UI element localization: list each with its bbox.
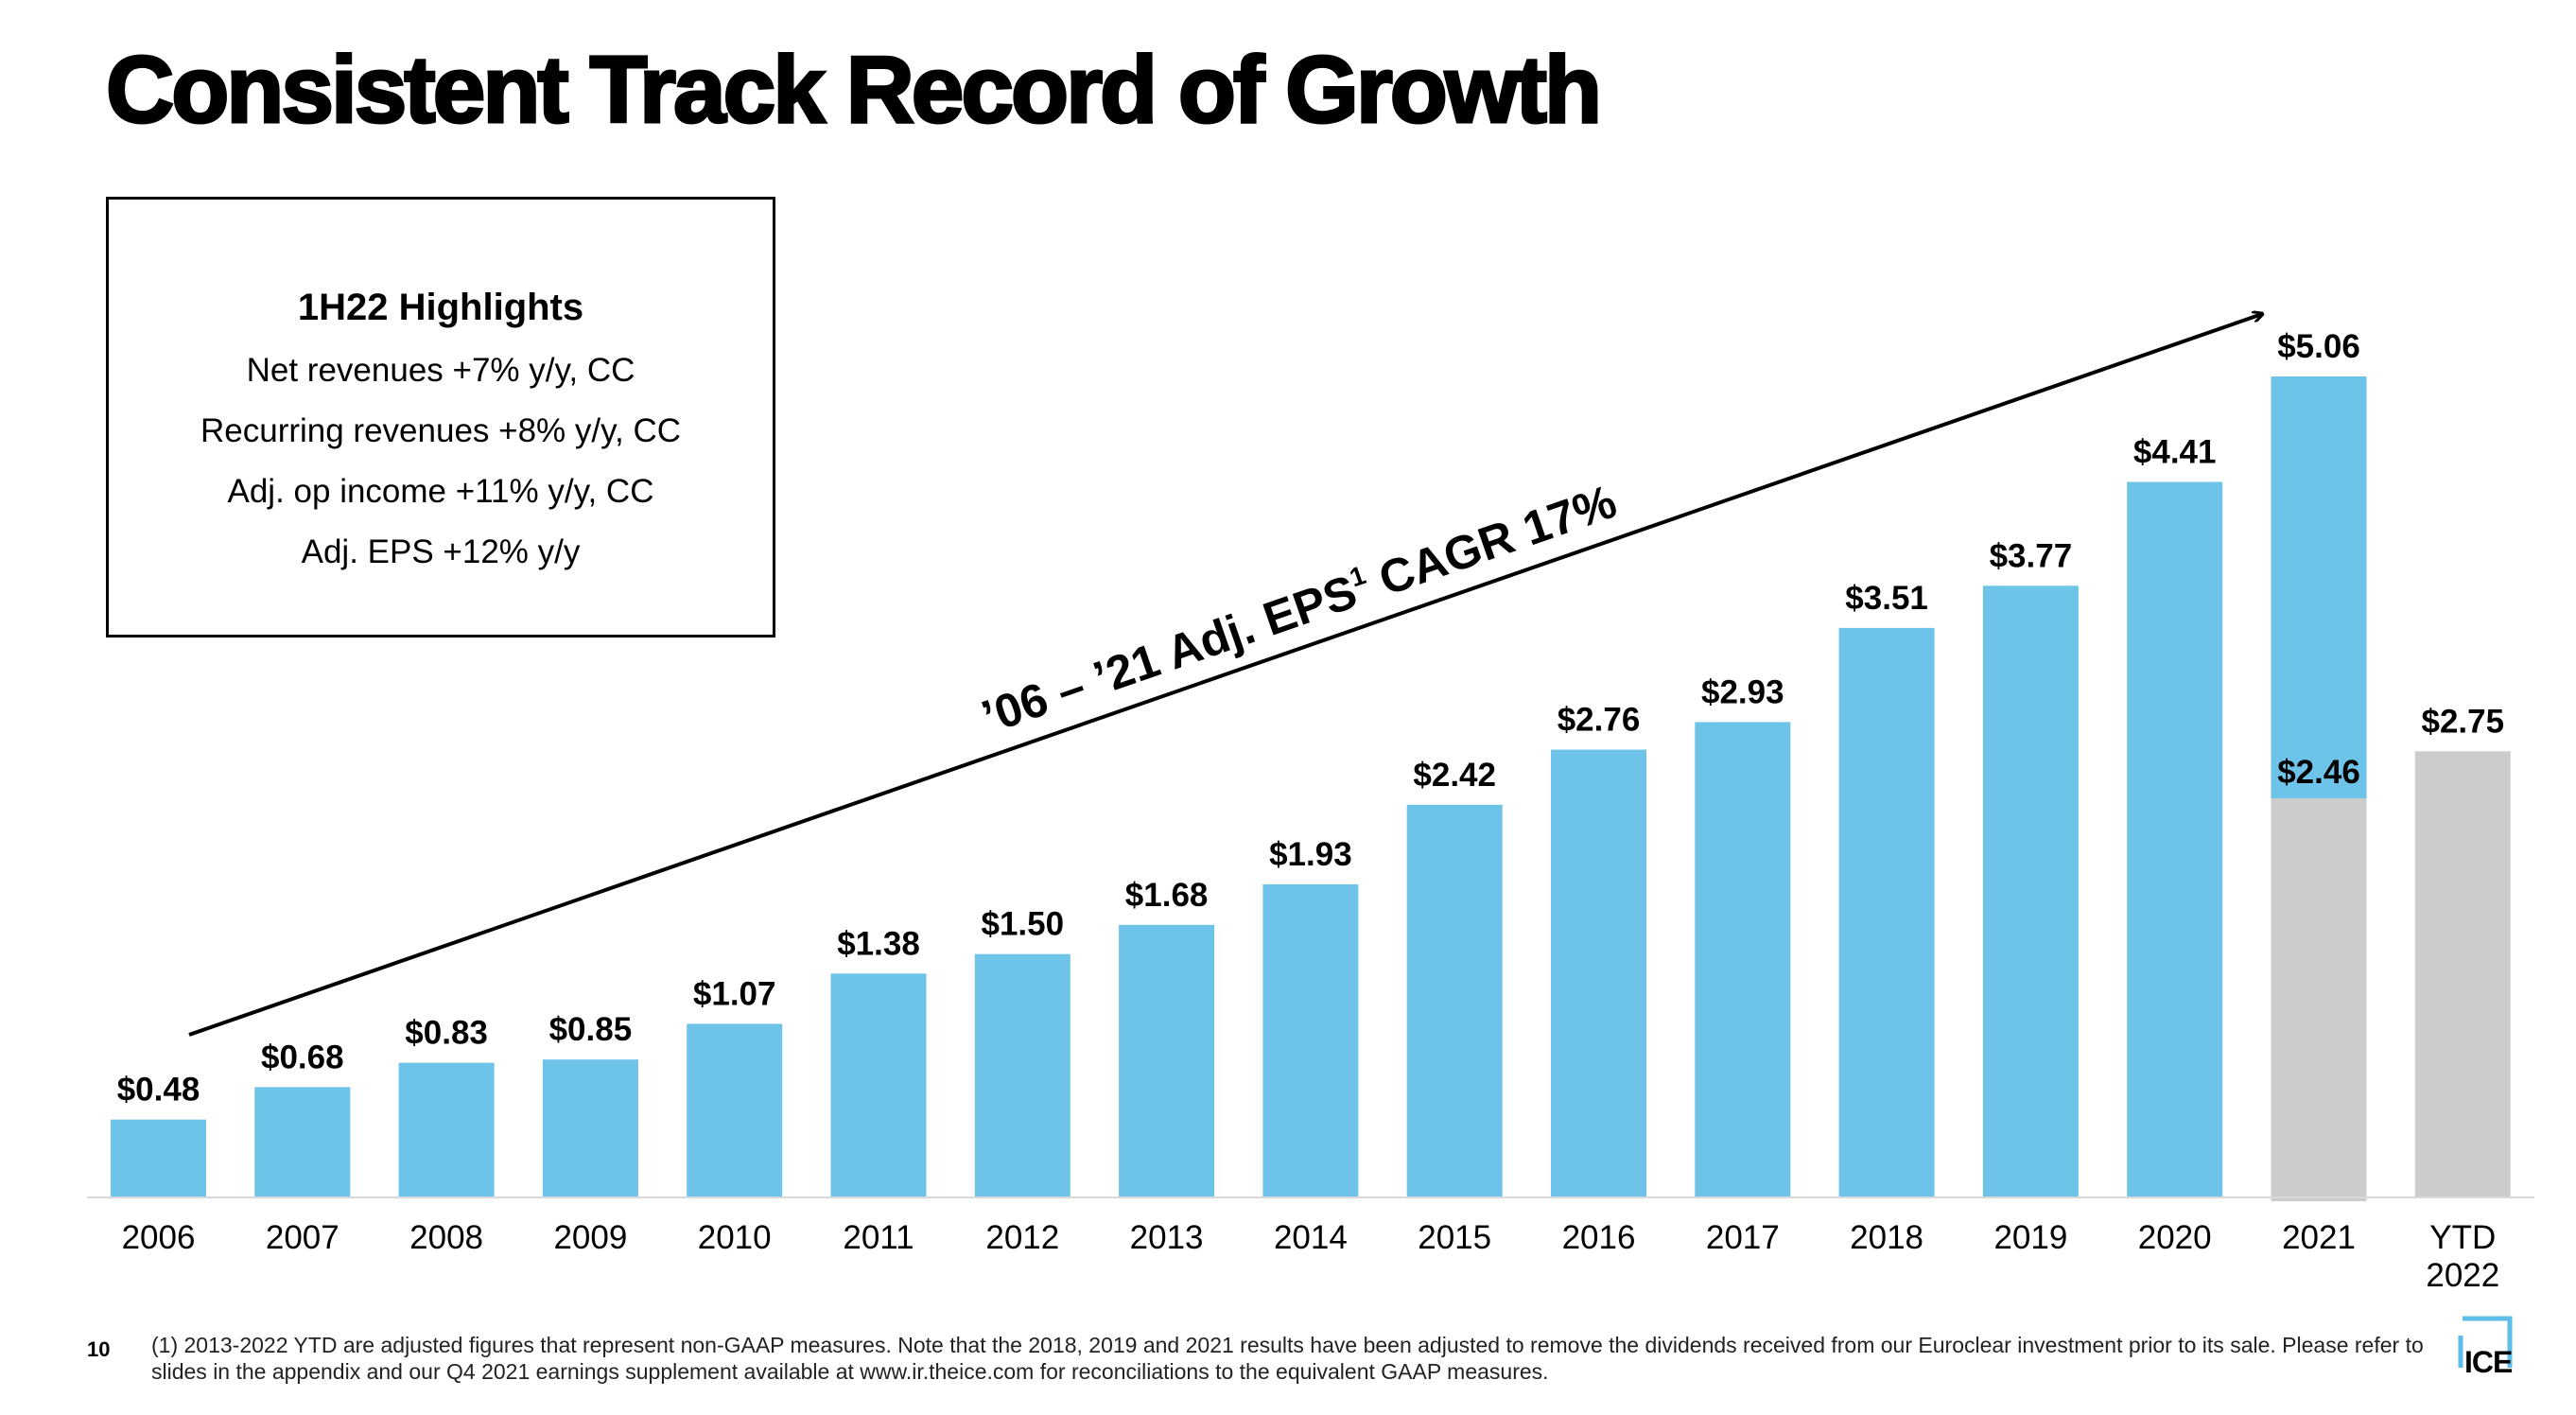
category-label-2008: 2008	[409, 1219, 483, 1256]
value-label-2017: $2.93	[1701, 673, 1784, 710]
value-label-2009: $0.85	[549, 1011, 633, 1048]
category-label-2016: 2016	[1562, 1219, 1636, 1256]
category-label-2018: 2018	[1850, 1219, 1923, 1256]
highlight-adj-op-income: Adj. op income +11% y/y, CC	[227, 473, 654, 510]
cagr-annotation-text: ’06 – ’21 Adj. EPS	[975, 565, 1363, 743]
value-label-2019: $3.77	[1990, 537, 2073, 574]
overlay-bar-2021	[2271, 798, 2367, 1201]
bar-2009	[542, 1059, 638, 1197]
category-label-2012: 2012	[985, 1219, 1059, 1256]
highlights-heading: 1H22 Highlights	[297, 287, 584, 328]
bar-2011	[830, 973, 927, 1197]
value-label-2016: $2.76	[1558, 702, 1641, 739]
value-label-2011: $1.38	[837, 925, 920, 962]
bar-2015	[1406, 804, 1503, 1197]
value-label-2020: $4.41	[2133, 434, 2217, 471]
value-label-2012: $1.50	[982, 906, 1065, 943]
value-label-2010: $1.07	[693, 975, 776, 1012]
bar-ytd-2022	[2414, 751, 2511, 1197]
category-label-ytd-2022: YTD 2022	[2426, 1219, 2499, 1294]
cagr-annotation: ’06 – ’21 Adj. EPS1 CAGR 17%	[975, 475, 1623, 744]
bar-2012	[974, 953, 1070, 1197]
bar-2016	[1551, 749, 1646, 1197]
value-label-2006: $0.48	[117, 1072, 200, 1109]
bar-2020	[2127, 481, 2223, 1198]
category-label-2010: 2010	[698, 1219, 772, 1256]
value-label-2007: $0.68	[261, 1039, 344, 1075]
value-label-2015: $2.42	[1413, 757, 1496, 794]
category-label-2019: 2019	[1993, 1219, 2067, 1256]
bar-2018	[1838, 627, 1935, 1197]
category-label-2011: 2011	[843, 1219, 914, 1256]
highlight-net-revenues: Net revenues +7% y/y, CC	[246, 352, 635, 389]
value-label-ytd-2022: $2.75	[2422, 703, 2505, 740]
bar-2006	[111, 1119, 206, 1197]
bar-2010	[687, 1023, 783, 1197]
page-number: 10	[87, 1337, 111, 1361]
highlights-box: 1H22 Highlights Net revenues +7% y/y, CC…	[106, 197, 775, 638]
category-label-2021: 2021	[2282, 1219, 2356, 1256]
value-label-2013: $1.68	[1125, 877, 1209, 914]
category-label-2006: 2006	[122, 1219, 196, 1256]
bar-2008	[398, 1062, 495, 1197]
category-label-2020: 2020	[2138, 1219, 2212, 1256]
value-label-2008: $0.83	[405, 1015, 488, 1052]
category-label-2009: 2009	[553, 1219, 627, 1256]
value-label-2021: $5.06	[2277, 328, 2360, 365]
category-label-2015: 2015	[1418, 1219, 1491, 1256]
value-label-2014: $1.93	[1269, 836, 1352, 873]
ice-logo-text: ICE	[2464, 1345, 2513, 1379]
category-label-2017: 2017	[1706, 1219, 1780, 1256]
bar-2007	[254, 1087, 351, 1197]
page-title: Consistent Track Record of Growth	[104, 36, 1603, 145]
overlay-label-2021: $2.46	[2277, 754, 2360, 791]
ice-logo-icon	[2458, 1316, 2513, 1368]
bar-2019	[1982, 585, 2079, 1197]
category-label-2014: 2014	[1274, 1219, 1348, 1256]
highlight-recurring-revenues: Recurring revenues +8% y/y, CC	[200, 412, 682, 449]
cagr-annotation-text-after: CAGR 17%	[1360, 475, 1623, 610]
bar-2013	[1119, 924, 1215, 1197]
category-label-2007: 2007	[266, 1219, 339, 1256]
highlight-adj-eps: Adj. EPS +12% y/y	[301, 533, 581, 570]
category-label-2013: 2013	[1130, 1219, 1204, 1256]
bar-2014	[1262, 883, 1359, 1197]
growth-trend-arrow	[188, 314, 2262, 1037]
footnote: (1) 2013-2022 YTD are adjusted figures t…	[151, 1333, 2424, 1384]
bar-2017	[1695, 722, 1791, 1197]
value-label-2018: $3.51	[1845, 580, 1928, 617]
